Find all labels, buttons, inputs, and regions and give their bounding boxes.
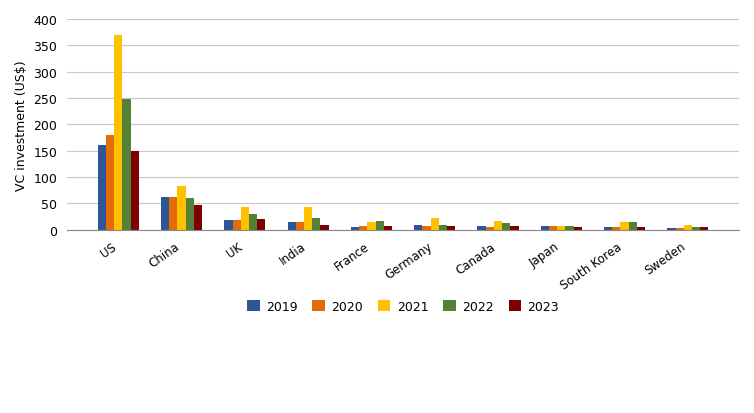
- Y-axis label: VC investment (US$): VC investment (US$): [15, 60, 28, 190]
- Bar: [249, 214, 257, 230]
- Bar: [312, 218, 320, 230]
- Bar: [169, 198, 177, 230]
- Bar: [541, 227, 549, 230]
- Bar: [320, 225, 329, 230]
- Bar: [185, 199, 194, 230]
- Bar: [439, 225, 447, 230]
- Bar: [287, 222, 296, 230]
- Bar: [296, 222, 304, 230]
- Bar: [700, 227, 709, 230]
- Bar: [566, 227, 574, 230]
- Bar: [637, 228, 645, 230]
- Bar: [549, 227, 557, 230]
- Bar: [431, 219, 439, 230]
- Bar: [414, 225, 422, 230]
- Bar: [241, 208, 249, 230]
- Bar: [621, 222, 629, 230]
- Bar: [359, 227, 367, 230]
- Bar: [304, 208, 312, 230]
- Bar: [604, 228, 612, 230]
- Bar: [98, 146, 106, 230]
- Bar: [557, 226, 566, 230]
- Bar: [684, 225, 692, 230]
- Bar: [612, 228, 621, 230]
- Bar: [510, 227, 519, 230]
- Bar: [574, 227, 582, 230]
- Bar: [502, 224, 510, 230]
- Bar: [224, 221, 232, 230]
- Bar: [106, 135, 114, 230]
- Bar: [194, 205, 202, 230]
- Bar: [494, 222, 502, 230]
- Bar: [130, 152, 139, 230]
- Bar: [692, 227, 700, 230]
- Bar: [122, 100, 130, 230]
- Bar: [477, 227, 486, 230]
- Bar: [351, 227, 359, 230]
- Bar: [629, 222, 637, 230]
- Bar: [375, 222, 384, 230]
- Bar: [114, 36, 122, 230]
- Bar: [447, 226, 455, 230]
- Bar: [257, 220, 265, 230]
- Bar: [177, 187, 185, 230]
- Bar: [486, 227, 494, 230]
- Bar: [384, 226, 392, 230]
- Bar: [161, 197, 169, 230]
- Bar: [422, 226, 431, 230]
- Bar: [667, 229, 676, 230]
- Bar: [232, 221, 241, 230]
- Bar: [676, 228, 684, 230]
- Legend: 2019, 2020, 2021, 2022, 2023: 2019, 2020, 2021, 2022, 2023: [242, 295, 564, 318]
- Bar: [367, 223, 375, 230]
